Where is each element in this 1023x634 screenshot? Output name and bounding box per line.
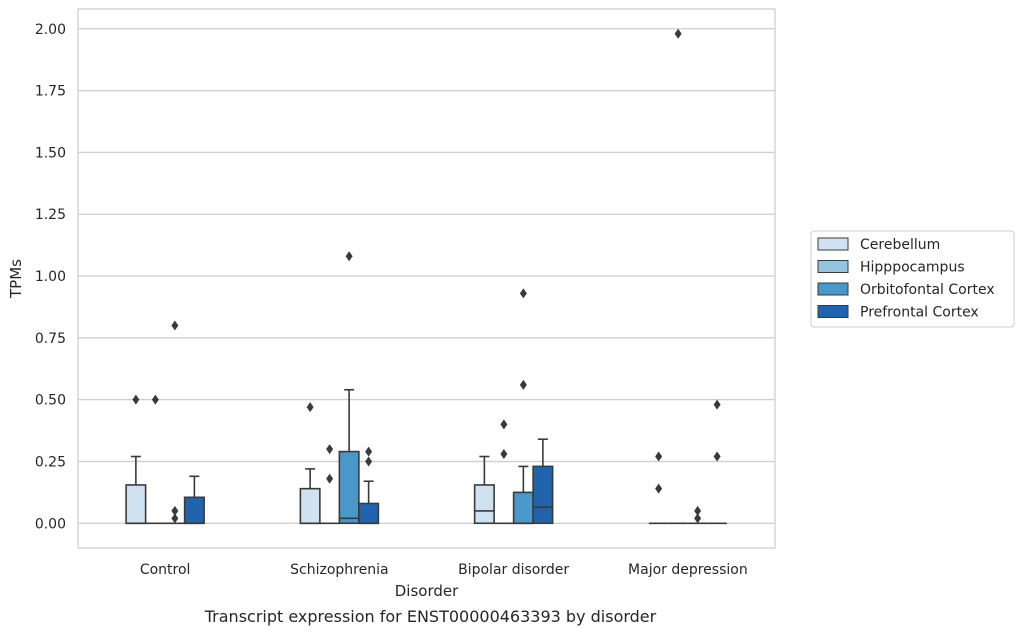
box-2-0	[473, 455, 495, 525]
y-tick-label-6: 1.50	[35, 145, 66, 161]
box-body	[532, 465, 554, 525]
legend-label-3: Prefrontal Cortex	[860, 305, 979, 321]
flier-1	[519, 288, 527, 299]
flier-2	[171, 320, 179, 331]
y-tick-label-5: 1.25	[35, 207, 66, 223]
flier-0	[345, 251, 353, 262]
legend-label-1: Hipppocampus	[860, 260, 965, 276]
box-0-3	[183, 475, 205, 525]
x-tick-label-2: Bipolar disorder	[458, 562, 569, 578]
flier-0	[655, 483, 663, 494]
box-2-2	[512, 288, 534, 525]
y-tick-label-3: 0.75	[35, 331, 66, 347]
box-1-3	[358, 446, 380, 525]
x-axis-title: Disorder	[395, 582, 459, 600]
legend: Cerebellum Hipppocampus Orbitofontal Corte…	[810, 230, 1015, 328]
y-tick-label-1: 0.25	[35, 454, 66, 470]
box-2-1	[494, 419, 514, 525]
box-3-2	[687, 505, 708, 525]
legend-swatch-0	[817, 237, 849, 251]
box-1-1	[319, 444, 340, 525]
x-tick-label-1: Schizophrenia	[290, 562, 388, 578]
box-body	[183, 496, 205, 525]
box-group-2	[473, 288, 554, 525]
y-tick-label-0: 0.00	[35, 516, 66, 532]
flier-0	[500, 449, 508, 460]
legend-label-0: Cerebellum	[860, 237, 940, 253]
y-tick-label-7: 1.75	[35, 84, 66, 100]
box-3-0	[648, 451, 669, 525]
box-body	[299, 487, 321, 525]
y-tick-labels: 0.00 0.25 0.50 0.75 1.00 1.25 1.50 1.75 2.00	[35, 22, 66, 532]
x-tick-label-3: Major depression	[628, 562, 748, 578]
box-group-1	[299, 251, 380, 525]
box-body	[358, 502, 380, 525]
legend-frame	[810, 230, 1015, 328]
flier-1	[365, 446, 373, 457]
box-group-0	[125, 320, 205, 525]
flier-1	[326, 444, 334, 455]
box-body	[473, 484, 495, 525]
y-axis-title: TPMs	[7, 259, 25, 299]
box-1-0	[299, 402, 321, 525]
y-tick-label-2: 0.50	[35, 393, 66, 409]
flier-1	[713, 399, 721, 410]
chart-caption: Transcript expression for ENST0000046339…	[204, 607, 657, 626]
box-2-3	[532, 438, 554, 525]
box-body	[512, 491, 534, 525]
box-3-1	[668, 28, 688, 525]
flier-0	[713, 451, 721, 462]
box-0-2	[165, 320, 185, 525]
x-tick-labels: Control Schizophrenia Bipolar disorder Majo…	[140, 562, 748, 578]
y-tick-label-4: 1.00	[35, 269, 66, 285]
flier-0	[132, 394, 140, 405]
legend-swatch-3	[817, 305, 849, 318]
flier-0	[171, 513, 179, 524]
box-0-0	[125, 394, 147, 525]
flier-1	[500, 419, 508, 430]
box-groups	[125, 28, 727, 525]
flier-0	[694, 513, 702, 524]
flier-0	[365, 456, 373, 467]
plot-frame	[77, 8, 776, 549]
box-body	[338, 450, 360, 525]
box-body	[125, 484, 147, 525]
box-1-2	[338, 251, 360, 525]
box-group-3	[648, 28, 727, 525]
flier-0	[151, 394, 159, 405]
x-tick-label-0: Control	[140, 562, 191, 578]
flier-0	[519, 379, 527, 390]
legend-label-2: Orbitofontal Cortex	[860, 282, 995, 298]
flier-1	[694, 505, 702, 516]
flier-0	[326, 473, 334, 484]
box-3-3	[707, 399, 727, 525]
y-tick-label-8: 2.00	[35, 22, 66, 38]
flier-0	[306, 402, 314, 413]
flier-1	[171, 505, 179, 516]
box-0-1	[145, 394, 166, 525]
legend-swatch-2	[817, 282, 849, 296]
grid-lines	[78, 28, 775, 524]
legend-swatch-1	[817, 260, 849, 273]
flier-0	[674, 28, 682, 39]
flier-1	[655, 451, 663, 462]
